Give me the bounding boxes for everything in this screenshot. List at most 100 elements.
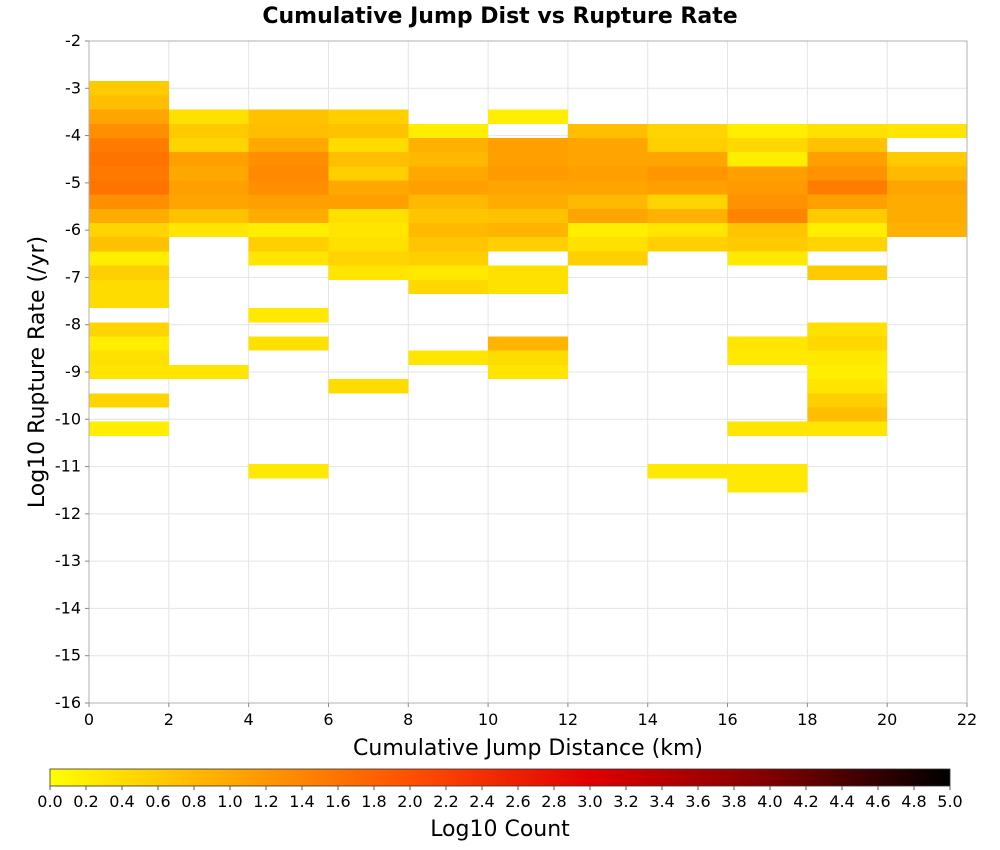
heatmap-cell xyxy=(89,194,169,209)
heatmap-cell xyxy=(248,208,329,224)
heatmap-cell xyxy=(727,478,808,493)
colorbar-tick-label: 0.8 xyxy=(181,792,206,811)
colorbar-tick-label: 2.0 xyxy=(397,792,422,811)
heatmap-cell xyxy=(887,223,967,238)
heatmap-cell xyxy=(328,137,409,153)
heatmap-cell xyxy=(408,166,489,181)
heatmap-cell xyxy=(328,237,409,252)
x-axis-label: Cumulative Jump Distance (km) xyxy=(353,736,703,761)
heatmap-cell xyxy=(89,95,169,110)
heatmap-cell xyxy=(408,208,489,224)
heatmap-cell xyxy=(408,350,489,365)
heatmap-cell xyxy=(168,166,249,181)
heatmap-cell xyxy=(647,123,728,138)
y-tick-label: -10 xyxy=(55,409,81,428)
heatmap-cell xyxy=(807,237,888,252)
colorbar-tick-label: 0.4 xyxy=(109,792,134,811)
y-tick-label: -3 xyxy=(65,78,81,97)
heatmap-cell xyxy=(408,265,489,280)
heatmap-cell xyxy=(727,123,808,138)
y-tick-label: -5 xyxy=(65,173,81,192)
heatmap-cell xyxy=(168,109,249,124)
heatmap-cell xyxy=(807,137,888,153)
heatmap-cell xyxy=(807,379,888,394)
heatmap-cell xyxy=(567,208,648,224)
colorbar-tick-label: 3.0 xyxy=(577,792,602,811)
heatmap-cell xyxy=(89,81,169,96)
heatmap-cell xyxy=(328,123,409,138)
colorbar xyxy=(49,768,951,787)
heatmap-cell xyxy=(89,237,169,252)
heatmap-cell xyxy=(488,279,568,294)
heatmap-cell xyxy=(807,180,888,195)
heatmap-cell xyxy=(408,137,489,153)
heatmap-cell xyxy=(488,223,568,238)
colorbar-tick-label: 0.0 xyxy=(37,792,62,811)
heatmap-cell xyxy=(887,166,967,181)
x-axis-ticks: 0 2 4 6 8 10 12 14 16 18 20 22 xyxy=(84,703,977,729)
heatmap-cell xyxy=(488,109,568,124)
colorbar-tick-label: 0.6 xyxy=(145,792,170,811)
heatmap-cell xyxy=(248,223,329,238)
heatmap-cell xyxy=(488,137,568,153)
heatmap-cell xyxy=(89,223,169,238)
heatmap-cell xyxy=(887,208,967,224)
heatmap-cell xyxy=(647,194,728,209)
heatmap-cell xyxy=(887,180,967,195)
heatmap-cell xyxy=(328,109,409,124)
heatmap-cell xyxy=(727,180,808,195)
heatmap-cell xyxy=(248,251,329,266)
colorbar-tick-label: 4.4 xyxy=(829,792,854,811)
heatmap-cell xyxy=(408,194,489,209)
colorbar-tick-label: 4.2 xyxy=(793,792,818,811)
heatmap-cell xyxy=(488,364,568,380)
heatmap-cell xyxy=(168,123,249,138)
heatmap-cell xyxy=(807,194,888,209)
heatmap-cell xyxy=(887,194,967,209)
heatmap-cell xyxy=(408,237,489,252)
heatmap-cell xyxy=(807,421,888,436)
heatmap-cell xyxy=(647,137,728,153)
heatmap-cell xyxy=(89,350,169,365)
colorbar-tick-label: 3.2 xyxy=(613,792,638,811)
heatmap-cell xyxy=(248,109,329,124)
heatmap-cell xyxy=(89,109,169,124)
heatmap-cell xyxy=(328,194,409,209)
heatmap-cell xyxy=(89,322,169,337)
heatmap-cell xyxy=(887,152,967,167)
heatmap-cell xyxy=(328,152,409,167)
heatmap-cell xyxy=(727,137,808,153)
heatmap-cell xyxy=(89,293,169,309)
heatmap-cell xyxy=(727,464,808,479)
heatmap-cell xyxy=(727,350,808,365)
heatmap-cell xyxy=(807,123,888,138)
colorbar-tick-label: 3.6 xyxy=(685,792,710,811)
heatmap-cell xyxy=(727,237,808,252)
colorbar-tick-label: 3.4 xyxy=(649,792,674,811)
heatmap-cell xyxy=(488,194,568,209)
colorbar-tick-label: 4.8 xyxy=(901,792,926,811)
colorbar-ticks: 0.0 0.2 0.4 0.6 0.8 1.0 1.2 1.4 1.6 1.8 2.0 2.2 2.4 2… xyxy=(37,786,963,811)
heatmap-cell xyxy=(727,194,808,209)
heatmap-cell xyxy=(807,166,888,181)
heatmap-cell xyxy=(89,123,169,138)
heatmap-cell xyxy=(567,194,648,209)
y-axis-ticks: -2 -3 -4 -5 -6 -7 -8 -9 -10 -11 -12 -13 -14 -15 -16 xyxy=(55,31,89,712)
heatmap-cell xyxy=(248,166,329,181)
heatmap-cell xyxy=(727,223,808,238)
colorbar-tick-label: 0.2 xyxy=(73,792,98,811)
heatmap-cell xyxy=(567,123,648,138)
heatmap-cell xyxy=(408,180,489,195)
heatmap-cell xyxy=(168,364,249,380)
heatmap-cell xyxy=(408,123,489,138)
colorbar-tick-label: 2.4 xyxy=(469,792,494,811)
y-tick-label: -12 xyxy=(55,504,81,523)
colorbar-tick-label: 4.6 xyxy=(865,792,890,811)
heatmap-cell xyxy=(727,152,808,167)
heatmap-cell xyxy=(807,407,888,422)
heatmap-cell xyxy=(89,336,169,351)
x-tick-label: 22 xyxy=(957,710,977,729)
heatmap-cell xyxy=(89,180,169,195)
heatmap-cell xyxy=(328,180,409,195)
heatmap-cell xyxy=(408,279,489,294)
